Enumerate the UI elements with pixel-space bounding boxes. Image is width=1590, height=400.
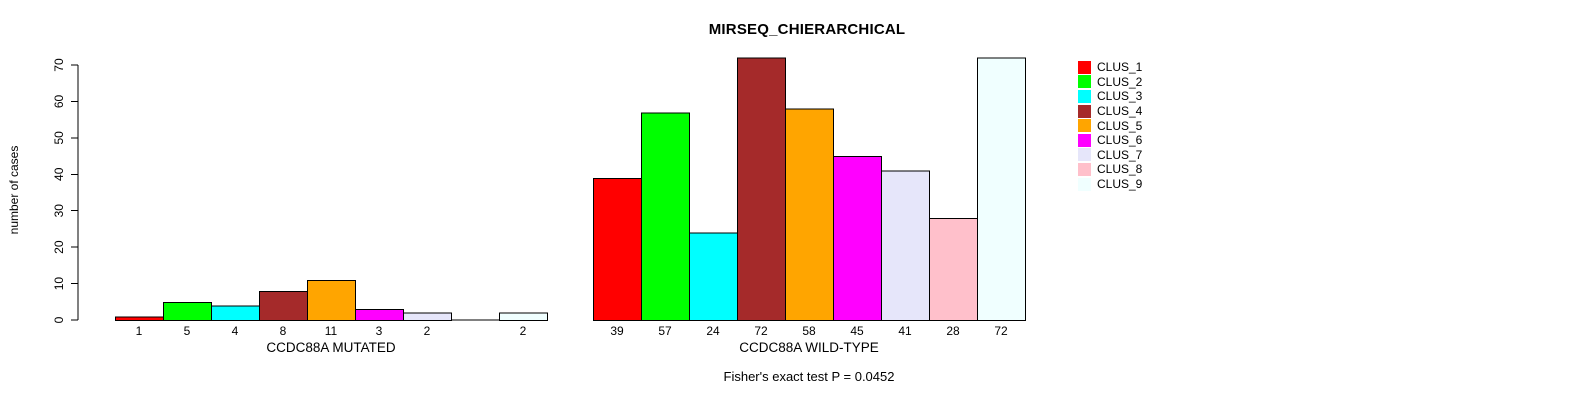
bar-CLUS_4-group1: [737, 57, 786, 321]
bar-value-label: 57: [658, 324, 672, 338]
legend-label: CLUS_3: [1097, 89, 1143, 104]
bar-value-label: 58: [802, 324, 816, 338]
y-tick-label: 60: [52, 94, 66, 108]
bar-value-label: 28: [946, 324, 960, 338]
bar-CLUS_6-group0: [355, 309, 404, 322]
legend-swatch-clus_9: [1078, 177, 1091, 191]
y-tick-label: 70: [52, 58, 66, 72]
legend-item-clus_6: CLUS_6: [1078, 133, 1142, 148]
bar-value-label: 72: [994, 324, 1008, 338]
legend-swatch-clus_5: [1078, 119, 1091, 133]
bar-CLUS_2-group0: [163, 301, 212, 321]
bar-value-label: 45: [850, 324, 864, 338]
legend-label: CLUS_2: [1097, 74, 1143, 89]
legend-swatch-clus_6: [1078, 133, 1091, 147]
legend-label: CLUS_7: [1097, 147, 1143, 162]
y-tick-label: 10: [52, 277, 66, 291]
bar-CLUS_7-group1: [881, 170, 930, 321]
legend-swatch-clus_4: [1078, 104, 1091, 118]
bar-CLUS_3-group1: [689, 232, 738, 321]
legend-item-clus_1: CLUS_1: [1078, 60, 1142, 75]
legend-item-clus_5: CLUS_5: [1078, 118, 1142, 133]
bar-value-label: 1: [136, 324, 143, 338]
bar-value-label: 72: [754, 324, 768, 338]
legend-item-clus_7: CLUS_7: [1078, 148, 1142, 163]
bar-value-label: 3: [376, 324, 383, 338]
legend-item-clus_9: CLUS_9: [1078, 177, 1142, 192]
legend-label: CLUS_5: [1097, 118, 1143, 133]
bar-value-label: 41: [898, 324, 912, 338]
y-tick-label: 40: [52, 167, 66, 181]
bar-CLUS_8-group1: [929, 218, 978, 321]
bar-value-label: 24: [706, 324, 720, 338]
bar-value-label: 39: [610, 324, 624, 338]
bar-CLUS_9-group1: [977, 57, 1026, 321]
legend-swatch-clus_7: [1078, 148, 1091, 162]
legend: CLUS_1 CLUS_2 CLUS_3 CLUS_4 CLUS_5 CLUS_6 CLUS…: [1078, 60, 1142, 191]
bar-CLUS_3-group0: [211, 305, 260, 321]
legend-label: CLUS_9: [1097, 177, 1143, 192]
legend-item-clus_8: CLUS_8: [1078, 162, 1142, 177]
bar-CLUS_4-group0: [259, 290, 308, 322]
x-group-label-wildtype: CCDC88A WILD-TYPE: [739, 340, 879, 355]
bar-CLUS_2-group1: [641, 112, 690, 321]
legend-label: CLUS_8: [1097, 162, 1143, 177]
bar-CLUS_6-group1: [833, 156, 882, 321]
y-tick-label: 30: [52, 204, 66, 218]
legend-label: CLUS_6: [1097, 133, 1143, 148]
legend-label: CLUS_4: [1097, 104, 1143, 119]
legend-swatch-clus_2: [1078, 75, 1091, 89]
bar-CLUS_1-group0: [115, 316, 164, 322]
bar-CLUS_5-group1: [785, 108, 834, 322]
bar-value-label: 2: [520, 324, 527, 338]
chart-title: MIRSEQ_CHIERARCHICAL: [708, 21, 906, 38]
bar-CLUS_9-group0: [499, 312, 548, 322]
bar-value-label: 11: [325, 324, 338, 338]
x-group-label-mutated: CCDC88A MUTATED: [266, 340, 396, 355]
legend-item-clus_3: CLUS_3: [1078, 89, 1142, 104]
legend-item-clus_2: CLUS_2: [1078, 75, 1142, 90]
legend-swatch-clus_3: [1078, 89, 1091, 103]
y-tick-label: 20: [52, 240, 66, 254]
legend-swatch-clus_1: [1078, 60, 1091, 74]
bar-value-label: 2: [424, 324, 431, 338]
fisher-test-annotation: Fisher's exact test P = 0.0452: [723, 369, 895, 384]
bar-value-label: 5: [184, 324, 191, 338]
y-tick-label: 50: [52, 131, 66, 145]
legend-label: CLUS_1: [1097, 60, 1143, 75]
legend-item-clus_4: CLUS_4: [1078, 104, 1142, 119]
y-tick-label: 0: [52, 316, 66, 323]
legend-swatch-clus_8: [1078, 162, 1091, 176]
bar-CLUS_5-group0: [307, 279, 356, 321]
bar-CLUS_1-group1: [593, 177, 642, 321]
bar-value-label: 8: [280, 324, 287, 338]
bar-CLUS_7-group0: [403, 312, 452, 322]
bar-value-label: 4: [232, 324, 239, 338]
